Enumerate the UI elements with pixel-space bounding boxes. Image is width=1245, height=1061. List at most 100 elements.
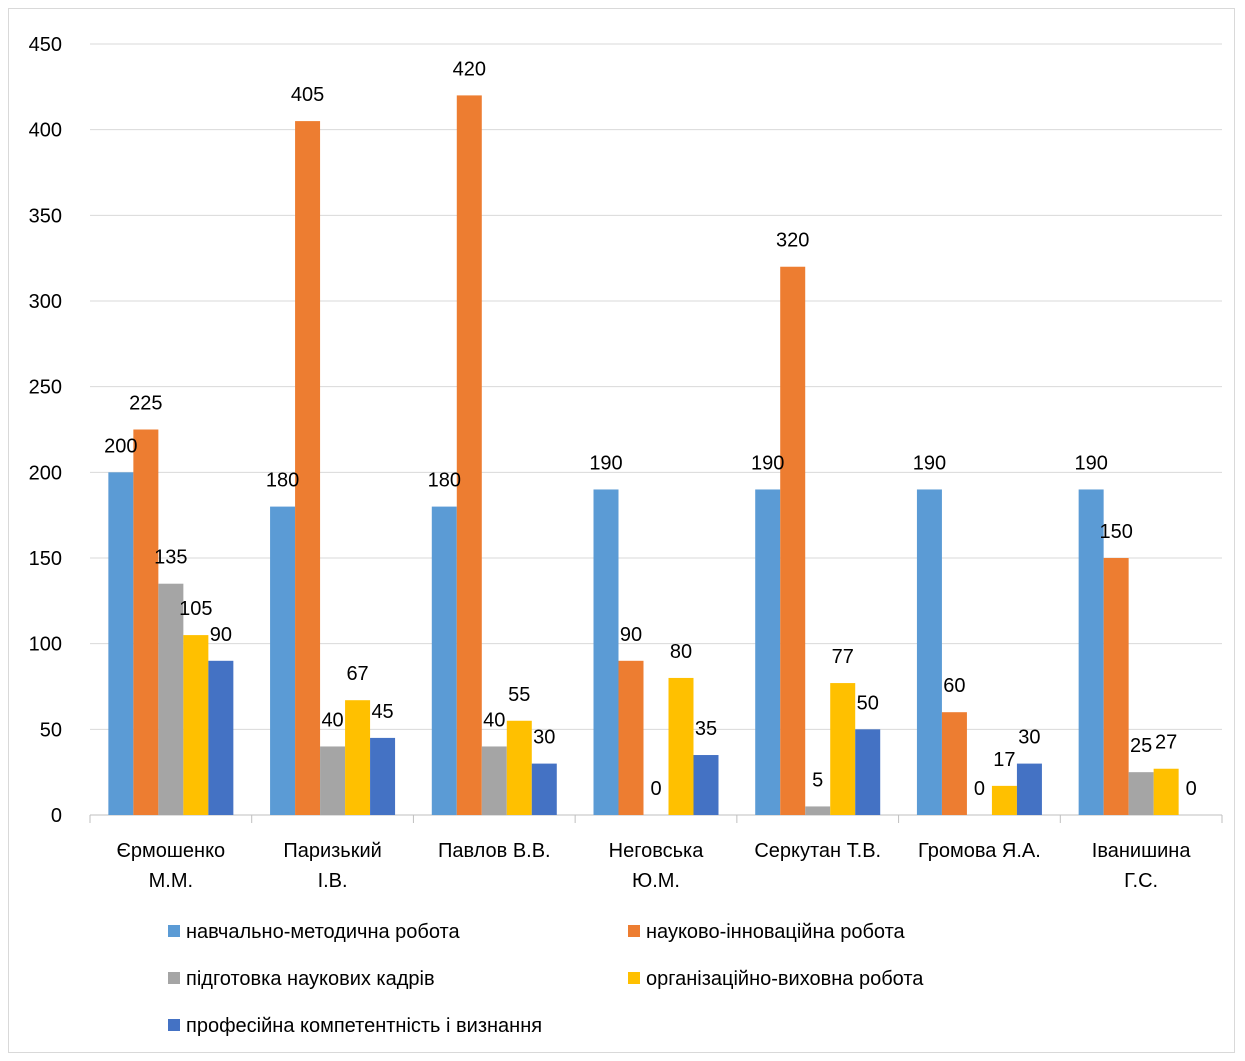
data-label: 80 [670, 641, 692, 663]
category-label: Єрмошенко [117, 840, 226, 862]
category-label: Іванишина [1092, 840, 1192, 862]
legend-swatch [168, 925, 180, 937]
category-label: Неговська [609, 840, 705, 862]
data-label: 0 [650, 778, 661, 800]
data-label: 40 [321, 709, 343, 731]
category-label: Серкутан Т.В. [754, 840, 881, 862]
bar [158, 583, 184, 815]
category-label: Павлов В.В. [438, 840, 551, 862]
legend-swatch [628, 972, 640, 984]
legend-swatch [628, 925, 640, 937]
data-label: 180 [428, 470, 461, 492]
bar [693, 755, 719, 815]
bar [320, 746, 346, 815]
legend-label: навчально-методична робота [186, 921, 460, 943]
bar [506, 720, 532, 815]
bar [1078, 489, 1104, 815]
bar [208, 660, 234, 815]
data-label: 420 [453, 58, 486, 80]
bar [270, 506, 296, 815]
bar [1103, 558, 1129, 815]
data-label: 45 [371, 701, 393, 723]
category-label: Паризький [283, 840, 381, 862]
bar [916, 489, 942, 815]
y-axis-ticks: 0 50 100 150 200 250 300 350 400 450 [29, 34, 62, 827]
data-label: 225 [129, 393, 162, 415]
data-label: 405 [291, 84, 324, 106]
bar [481, 746, 507, 815]
y-tick-label: 300 [29, 291, 62, 313]
bar [668, 677, 694, 815]
data-label: 180 [266, 470, 299, 492]
data-label: 90 [620, 624, 642, 646]
data-label: 30 [1018, 727, 1040, 749]
category-label: І.В. [318, 870, 348, 892]
data-label: 27 [1155, 732, 1177, 754]
bar [855, 729, 881, 815]
legend-label: науково-інноваційна робота [646, 921, 906, 943]
data-label: 5 [812, 769, 823, 791]
bar [991, 785, 1017, 815]
bar [1153, 768, 1179, 815]
bar [345, 700, 371, 815]
data-label: 320 [776, 230, 809, 252]
category-label: Ю.М. [632, 870, 680, 892]
data-label: 40 [483, 709, 505, 731]
bar [755, 489, 781, 815]
bar [941, 712, 967, 815]
x-axis-categories: Єрмошенко М.М. Паризький І.В. Павлов В.В. Нег… [117, 840, 1192, 892]
bar [593, 489, 619, 815]
category-label: М.М. [149, 870, 193, 892]
data-label: 0 [1186, 778, 1197, 800]
legend-swatch [168, 972, 180, 984]
data-label: 55 [508, 684, 530, 706]
bar [370, 737, 396, 815]
legend-label: організаційно-виховна робота [646, 968, 924, 990]
legend-item: професійна компетентність і визнання [168, 1015, 542, 1037]
y-tick-label: 400 [29, 120, 62, 142]
bar [431, 506, 457, 815]
data-label: 190 [1074, 452, 1107, 474]
y-tick-label: 250 [29, 377, 62, 399]
category-label: Громова Я.А. [918, 840, 1041, 862]
bar [1016, 763, 1042, 815]
y-tick-label: 350 [29, 205, 62, 227]
y-tick-label: 450 [29, 34, 62, 56]
data-label: 105 [179, 598, 212, 620]
data-label: 77 [832, 646, 854, 668]
y-tick-label: 50 [40, 719, 62, 741]
gridlines [89, 43, 1223, 823]
data-label: 50 [857, 692, 879, 714]
y-tick-label: 100 [29, 634, 62, 656]
data-label: 150 [1099, 521, 1132, 543]
data-labels: 2002251351059018040540674518042040553019… [104, 58, 1197, 800]
y-tick-label: 0 [51, 805, 62, 827]
bar [456, 95, 482, 815]
bars [108, 95, 1179, 816]
bar [108, 472, 134, 815]
bar [1128, 772, 1154, 815]
bar [133, 429, 159, 815]
data-label: 67 [346, 663, 368, 685]
legend-item: науково-інноваційна робота [628, 921, 906, 943]
bar [618, 660, 644, 815]
bar [830, 683, 856, 815]
category-label: Г.С. [1124, 870, 1158, 892]
bar [531, 763, 557, 815]
data-label: 0 [974, 778, 985, 800]
legend-item: організаційно-виховна робота [628, 968, 924, 990]
data-label: 190 [589, 452, 622, 474]
data-label: 135 [154, 547, 187, 569]
data-label: 190 [751, 452, 784, 474]
data-label: 60 [943, 675, 965, 697]
y-tick-label: 200 [29, 462, 62, 484]
legend-label: професійна компетентність і визнання [186, 1015, 542, 1037]
legend-item: підготовка наукових кадрів [168, 968, 435, 990]
legend-item: навчально-методична робота [168, 921, 460, 943]
bar [295, 121, 321, 816]
data-label: 90 [210, 624, 232, 646]
legend: навчально-методична робота науково-іннова… [168, 921, 924, 1037]
bar [805, 806, 831, 815]
data-label: 30 [533, 727, 555, 749]
legend-label: підготовка наукових кадрів [186, 968, 435, 990]
